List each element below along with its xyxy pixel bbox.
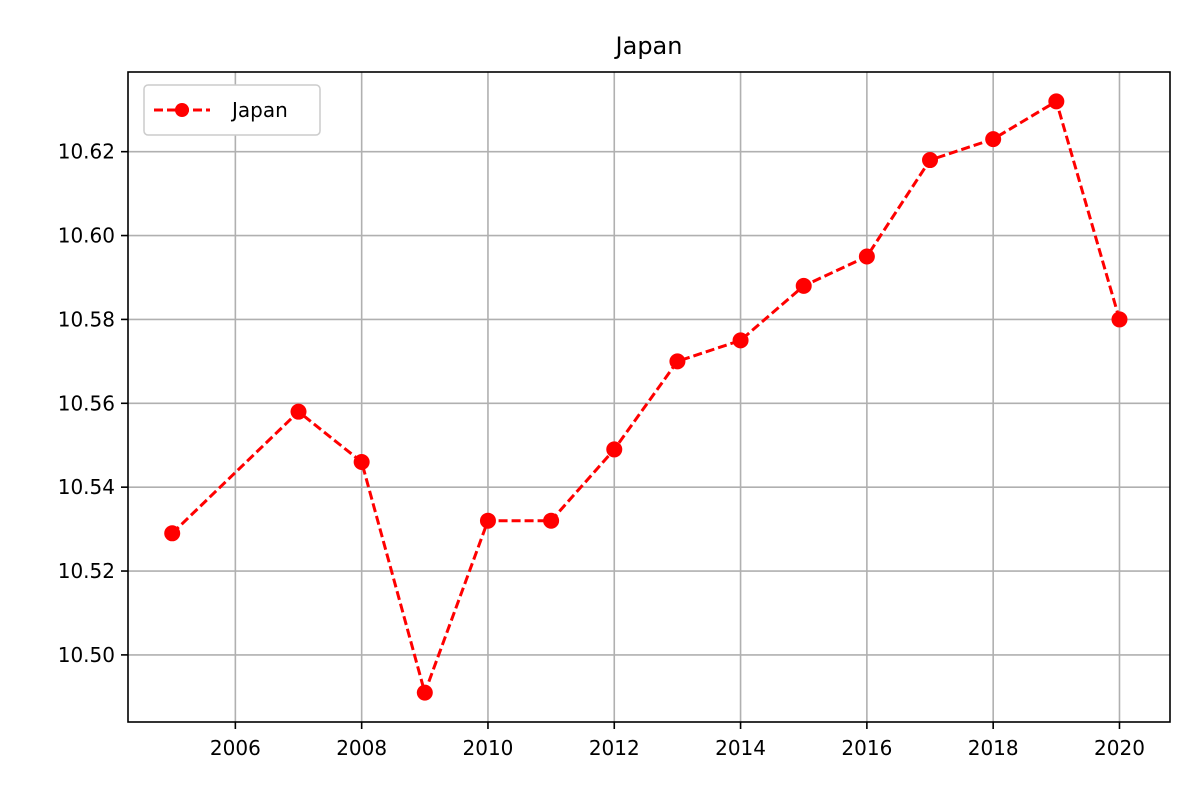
- plot-frame: [127, 71, 1171, 723]
- data-point: [353, 454, 370, 470]
- data-point: [479, 512, 496, 529]
- data-point: [922, 152, 939, 169]
- y-tick-label: 10.60: [58, 224, 115, 248]
- x-tick-label: 2016: [841, 736, 892, 760]
- y-tick-label: 10.62: [58, 140, 115, 164]
- x-tick-label: 2018: [968, 736, 1019, 760]
- data-point: [164, 525, 181, 542]
- axis-ticks: 2006 2008 2010 2012 2014 2016 2018 2020 10.50 10.…: [58, 140, 1145, 760]
- x-tick-label: 2010: [463, 736, 514, 760]
- data-point: [669, 353, 686, 370]
- data-point: [858, 248, 875, 265]
- y-tick-label: 10.56: [58, 391, 115, 415]
- data-point: [543, 512, 560, 529]
- data-point: [732, 332, 749, 349]
- legend-box: [143, 84, 321, 136]
- x-tick-label: 2020: [1094, 736, 1145, 760]
- chart-title: Japan: [614, 32, 683, 60]
- x-tick-label: 2014: [715, 736, 766, 760]
- data-point: [795, 277, 812, 294]
- legend: Japan: [143, 84, 321, 136]
- x-tick-label: 2012: [589, 736, 640, 760]
- y-tick-label: 10.52: [58, 559, 115, 583]
- data-point: [985, 131, 1002, 148]
- series-layer: [164, 93, 1128, 701]
- y-tick-label: 10.54: [58, 475, 115, 499]
- data-point: [606, 441, 623, 458]
- x-tick-label: 2008: [336, 736, 387, 760]
- data-point: [1048, 93, 1065, 110]
- legend-marker: [175, 103, 189, 117]
- x-tick-label: 2006: [210, 736, 261, 760]
- data-point: [290, 403, 307, 420]
- y-tick-label: 10.58: [58, 307, 115, 331]
- grid-lines: [128, 72, 1170, 722]
- data-point: [416, 684, 433, 701]
- data-point: [1111, 311, 1128, 328]
- legend-label-japan: Japan: [230, 98, 288, 122]
- y-tick-label: 10.50: [58, 643, 115, 667]
